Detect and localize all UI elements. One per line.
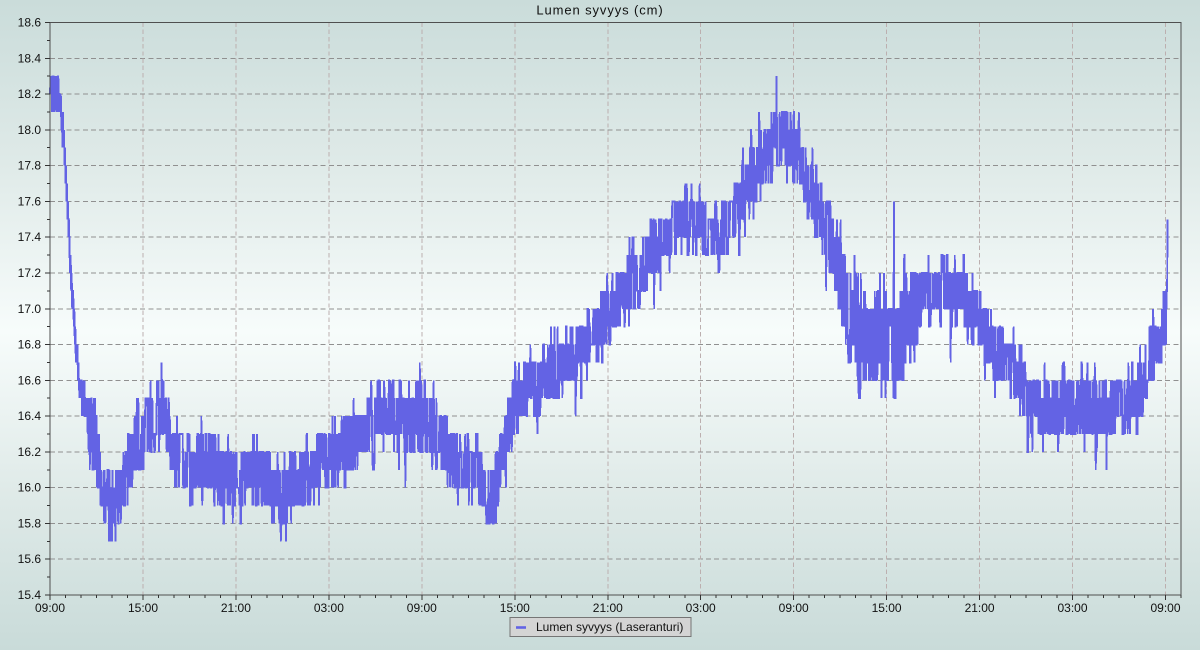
svg-text:17.2: 17.2 (18, 266, 42, 280)
svg-text:21:00: 21:00 (965, 601, 995, 615)
svg-text:09:00: 09:00 (779, 601, 809, 615)
svg-text:15:00: 15:00 (128, 601, 158, 615)
svg-text:17.4: 17.4 (18, 230, 42, 244)
svg-text:18.0: 18.0 (18, 123, 42, 137)
svg-text:15:00: 15:00 (500, 601, 530, 615)
svg-text:15.4: 15.4 (18, 588, 42, 602)
svg-text:16.2: 16.2 (18, 445, 42, 459)
svg-text:15.6: 15.6 (18, 552, 42, 566)
svg-text:09:00: 09:00 (35, 601, 65, 615)
svg-text:Lumen syvyys (Laseranturi): Lumen syvyys (Laseranturi) (536, 620, 683, 634)
svg-text:18.4: 18.4 (18, 51, 42, 65)
svg-text:18.2: 18.2 (18, 87, 42, 101)
svg-text:16.4: 16.4 (18, 409, 42, 423)
svg-text:15:00: 15:00 (872, 601, 902, 615)
svg-text:17.6: 17.6 (18, 194, 42, 208)
svg-text:16.6: 16.6 (18, 373, 42, 387)
svg-text:21:00: 21:00 (221, 601, 251, 615)
svg-text:18.6: 18.6 (18, 16, 42, 30)
svg-text:03:00: 03:00 (1057, 601, 1087, 615)
svg-text:09:00: 09:00 (407, 601, 437, 615)
svg-text:17.8: 17.8 (18, 159, 42, 173)
svg-text:21:00: 21:00 (593, 601, 623, 615)
svg-text:03:00: 03:00 (314, 601, 344, 615)
svg-text:03:00: 03:00 (686, 601, 716, 615)
svg-text:17.0: 17.0 (18, 302, 42, 316)
svg-text:Lumen syvyys (cm): Lumen syvyys (cm) (536, 3, 663, 18)
svg-text:15.8: 15.8 (18, 516, 42, 530)
svg-text:16.0: 16.0 (18, 481, 42, 495)
svg-text:09:00: 09:00 (1150, 601, 1180, 615)
svg-text:16.8: 16.8 (18, 338, 42, 352)
